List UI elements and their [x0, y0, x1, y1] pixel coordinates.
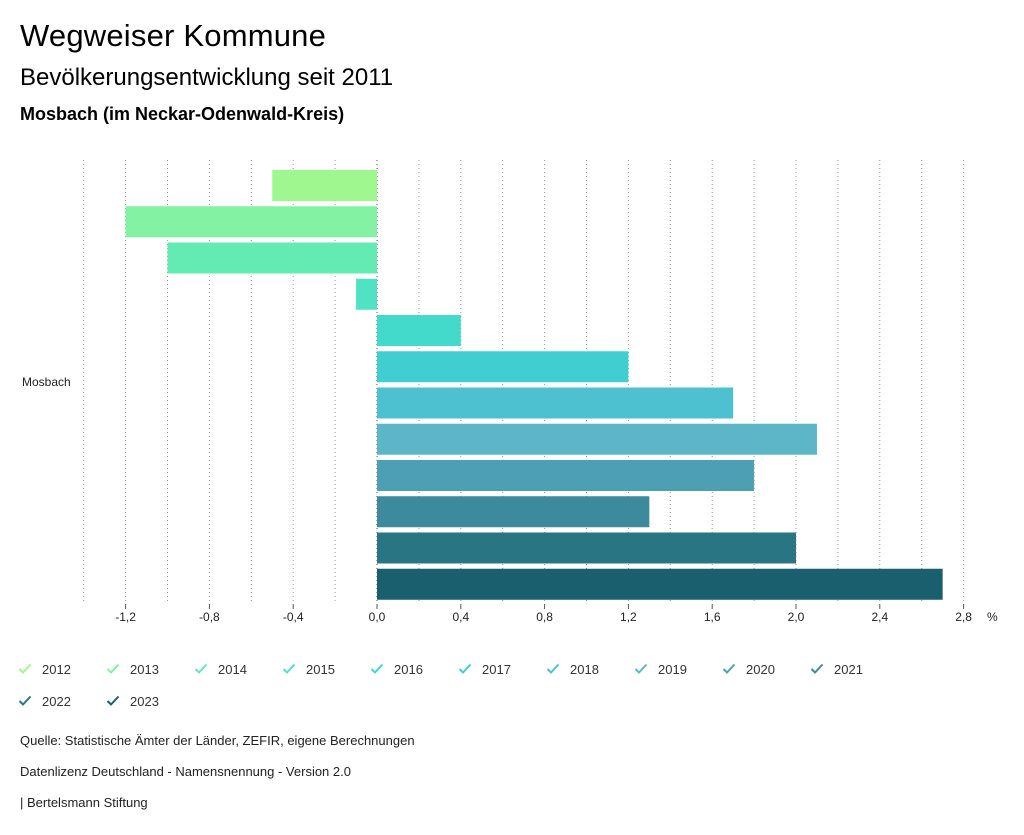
bar-2014 — [167, 242, 377, 274]
legend-label: 2019 — [658, 661, 687, 677]
unit-label: % — [987, 610, 998, 624]
legend-label: 2015 — [306, 661, 335, 677]
checkmark-icon — [194, 663, 208, 674]
license-note: Datenlizenz Deutschland - Namensnennung … — [20, 764, 351, 779]
legend-item-2022[interactable]: 2022 — [18, 690, 71, 712]
bar-2019 — [377, 423, 817, 455]
bar-2015 — [356, 278, 377, 310]
checkmark-icon — [106, 663, 120, 674]
checkmark-icon — [458, 663, 472, 674]
category-label: Mosbach — [22, 375, 71, 389]
x-tick-label: 1,2 — [620, 610, 637, 624]
bars — [125, 170, 943, 600]
legend-item-2015[interactable]: 2015 — [282, 658, 335, 680]
x-tick-label: -0,8 — [199, 610, 220, 624]
legend-label: 2012 — [42, 661, 71, 677]
checkmark-icon — [370, 663, 384, 674]
bar-2020 — [377, 460, 755, 491]
checkmark-icon — [722, 663, 736, 674]
legend-label: 2017 — [482, 661, 511, 677]
checkmark-icon — [18, 663, 32, 674]
bar-2023 — [377, 568, 943, 600]
page-title: Wegweiser Kommune — [20, 18, 327, 53]
bar-2017 — [377, 351, 629, 383]
legend-item-2018[interactable]: 2018 — [546, 658, 599, 680]
x-tick-label: 2,0 — [788, 610, 805, 624]
bar-2021 — [377, 496, 650, 528]
legend-item-2012[interactable]: 2012 — [18, 658, 71, 680]
legend-item-2019[interactable]: 2019 — [634, 658, 687, 680]
bar-2013 — [125, 206, 377, 238]
x-axis-ticks: -1,2 -0,8 -0,4 0,0 0,4 0,8 1,2 1,6 2,0 2,4 2,8 — [115, 604, 972, 624]
x-tick-label: -1,2 — [115, 610, 136, 624]
x-tick-label: 0,4 — [452, 610, 469, 624]
legend-label: 2013 — [130, 661, 159, 677]
checkmark-icon — [546, 663, 560, 674]
checkmark-icon — [18, 695, 32, 706]
checkmark-icon — [634, 663, 648, 674]
legend-label: 2020 — [746, 661, 775, 677]
bar-2022 — [377, 532, 796, 564]
legend-label: 2016 — [394, 661, 423, 677]
legend-label: 2014 — [218, 661, 247, 677]
bar-2012 — [272, 170, 377, 201]
legend-label: 2022 — [42, 693, 71, 709]
legend-item-2020[interactable]: 2020 — [722, 658, 775, 680]
bar-2018 — [377, 387, 734, 419]
publisher-note: | Bertelsmann Stiftung — [20, 795, 148, 810]
x-tick-label: 2,4 — [871, 610, 888, 624]
legend-item-2016[interactable]: 2016 — [370, 658, 423, 680]
checkmark-icon — [810, 663, 824, 674]
legend-label: 2021 — [834, 661, 863, 677]
x-tick-label: 0,8 — [536, 610, 553, 624]
legend-label: 2023 — [130, 693, 159, 709]
checkmark-icon — [106, 695, 120, 706]
legend-item-2014[interactable]: 2014 — [194, 658, 247, 680]
legend-label: 2018 — [570, 661, 599, 677]
source-note: Quelle: Statistische Ämter der Länder, Z… — [20, 733, 415, 748]
checkmark-icon — [282, 663, 296, 674]
legend-item-2023[interactable]: 2023 — [106, 690, 159, 712]
chart-subtitle: Bevölkerungsentwicklung seit 2011 — [20, 64, 394, 91]
x-tick-label: 0,0 — [369, 610, 386, 624]
region-label: Mosbach (im Neckar-Odenwald-Kreis) — [20, 104, 345, 124]
x-tick-label: 1,6 — [704, 610, 721, 624]
x-tick-label: -0,4 — [283, 610, 304, 624]
legend-item-2017[interactable]: 2017 — [458, 658, 511, 680]
x-tick-label: 2,8 — [955, 610, 972, 624]
legend-item-2013[interactable]: 2013 — [106, 658, 159, 680]
bar-2016 — [377, 315, 461, 346]
bar-chart: -1,2 -0,8 -0,4 0,0 0,4 0,8 1,2 1,6 2,0 2,4 2,8 Mos… — [22, 160, 998, 624]
legend-item-2021[interactable]: 2021 — [810, 658, 863, 680]
